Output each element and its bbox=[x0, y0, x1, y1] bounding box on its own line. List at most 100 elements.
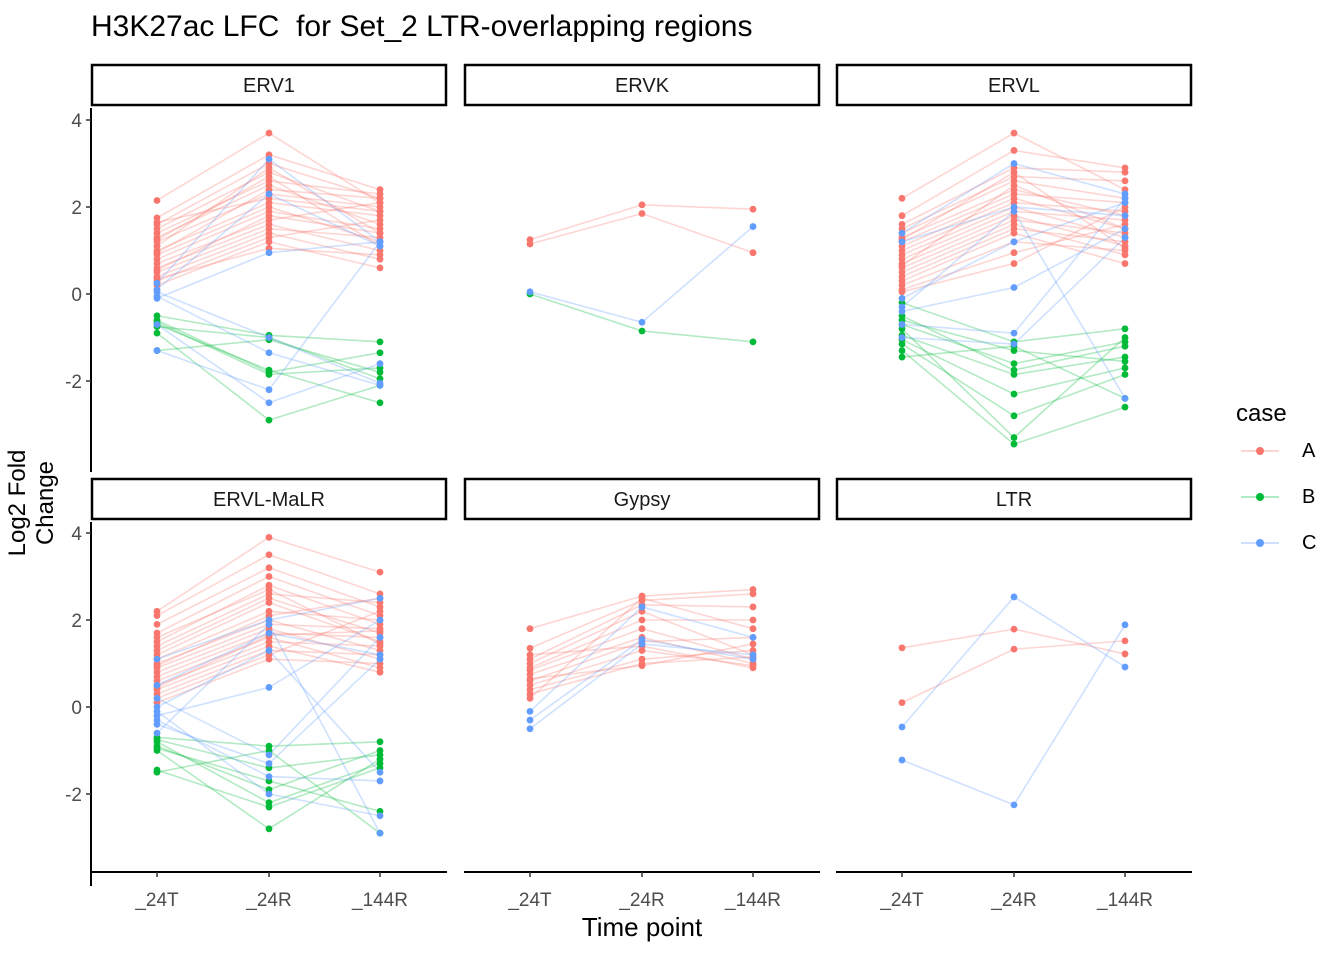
legend-label: B bbox=[1302, 485, 1316, 508]
data-point-B bbox=[376, 755, 384, 763]
data-point-C bbox=[265, 760, 273, 767]
data-point-C bbox=[153, 288, 161, 296]
data-point-A bbox=[898, 194, 906, 202]
data-point-C bbox=[376, 812, 384, 820]
data-point-C bbox=[898, 321, 906, 328]
data-point-A bbox=[1121, 168, 1129, 176]
data-point-C bbox=[265, 399, 273, 407]
data-point-A bbox=[376, 668, 384, 676]
data-point-B bbox=[1010, 371, 1018, 378]
data-point-C bbox=[265, 773, 273, 780]
data-point-B bbox=[1010, 360, 1018, 367]
data-point-B bbox=[1121, 353, 1129, 361]
data-point-A bbox=[265, 551, 273, 559]
facet-panel-erv1: ERV1 -2 0 2 4 bbox=[65, 63, 448, 472]
data-point-A bbox=[153, 197, 161, 204]
series-line-B bbox=[901, 343, 1126, 417]
data-point-C bbox=[1010, 160, 1018, 167]
facet-strip bbox=[835, 477, 1193, 521]
data-point-C bbox=[153, 655, 161, 663]
data-point-A bbox=[749, 590, 757, 598]
data-point-C bbox=[1121, 621, 1129, 629]
data-point-C bbox=[1010, 329, 1018, 337]
data-point-C bbox=[638, 318, 646, 326]
legend-item-B: B bbox=[1218, 474, 1316, 520]
x-axis-label: Time point bbox=[581, 912, 703, 942]
data-point-A bbox=[749, 616, 757, 624]
data-point-C bbox=[1010, 238, 1018, 246]
data-point-B bbox=[265, 366, 273, 374]
data-point-C bbox=[749, 634, 757, 641]
data-point-C bbox=[265, 790, 273, 798]
data-point-A bbox=[265, 238, 273, 246]
y-tick-label: 2 bbox=[71, 611, 82, 632]
legend-key-icon bbox=[1240, 441, 1280, 461]
facet-strip bbox=[90, 63, 448, 107]
data-point-B bbox=[265, 416, 273, 424]
data-point-A bbox=[376, 640, 384, 648]
data-point-A bbox=[749, 249, 757, 257]
data-point-A bbox=[526, 240, 534, 248]
data-point-B bbox=[1010, 390, 1018, 398]
data-point-A bbox=[749, 205, 757, 213]
data-point-A bbox=[376, 627, 384, 635]
x-tick-label: _24R bbox=[990, 890, 1036, 911]
data-point-B bbox=[376, 338, 384, 346]
x-tick-label: _24R bbox=[618, 890, 664, 911]
data-point-B bbox=[1121, 371, 1129, 378]
series-line-A bbox=[529, 212, 754, 254]
facet-strip bbox=[463, 477, 821, 521]
data-point-A bbox=[898, 212, 906, 220]
data-point-C bbox=[376, 594, 384, 602]
series-line-B bbox=[156, 319, 381, 374]
y-tick-label: 4 bbox=[71, 111, 82, 132]
data-point-C bbox=[1010, 593, 1018, 601]
y-tick-label: 0 bbox=[71, 285, 82, 306]
data-point-C bbox=[1010, 207, 1018, 215]
data-point-C bbox=[898, 294, 906, 302]
data-point-B bbox=[1121, 403, 1129, 411]
data-point-A bbox=[153, 612, 161, 620]
data-point-A bbox=[153, 236, 161, 244]
data-point-A bbox=[526, 644, 534, 652]
data-point-C bbox=[749, 223, 757, 230]
data-point-C bbox=[265, 620, 273, 628]
data-point-B bbox=[265, 803, 273, 811]
x-tick-label: _24T bbox=[134, 890, 179, 911]
data-point-A bbox=[526, 675, 534, 683]
facet-strip-label: ERV1 bbox=[243, 75, 295, 97]
data-point-A bbox=[153, 249, 161, 257]
series-line-C bbox=[901, 595, 1126, 728]
data-point-C bbox=[1121, 395, 1129, 402]
data-point-A bbox=[265, 129, 273, 137]
data-point-A bbox=[1121, 244, 1129, 252]
facet-strip bbox=[835, 63, 1193, 107]
data-point-C bbox=[526, 288, 534, 296]
legend-item-C: C bbox=[1218, 520, 1316, 566]
data-point-C bbox=[153, 716, 161, 724]
data-point-B bbox=[376, 738, 384, 746]
data-point-A bbox=[1010, 168, 1018, 176]
data-point-B bbox=[376, 349, 384, 357]
legend-label: A bbox=[1302, 439, 1316, 462]
data-point-C bbox=[526, 725, 534, 733]
data-point-C bbox=[376, 360, 384, 367]
data-point-A bbox=[376, 216, 384, 224]
data-point-B bbox=[265, 825, 273, 833]
data-point-C bbox=[265, 249, 273, 257]
data-point-C bbox=[153, 707, 161, 715]
data-point-C bbox=[265, 155, 273, 163]
data-point-C bbox=[749, 651, 757, 659]
data-point-C bbox=[1010, 801, 1018, 809]
data-point-A bbox=[638, 594, 646, 602]
data-point-B bbox=[376, 747, 384, 754]
data-point-C bbox=[153, 279, 161, 287]
data-point-C bbox=[153, 729, 161, 737]
legend-key-icon bbox=[1240, 533, 1280, 553]
data-point-A bbox=[1010, 625, 1018, 633]
data-point-A bbox=[376, 568, 384, 576]
x-tick-label: _144R bbox=[351, 890, 408, 911]
data-point-C bbox=[898, 303, 906, 311]
data-point-C bbox=[265, 386, 273, 394]
